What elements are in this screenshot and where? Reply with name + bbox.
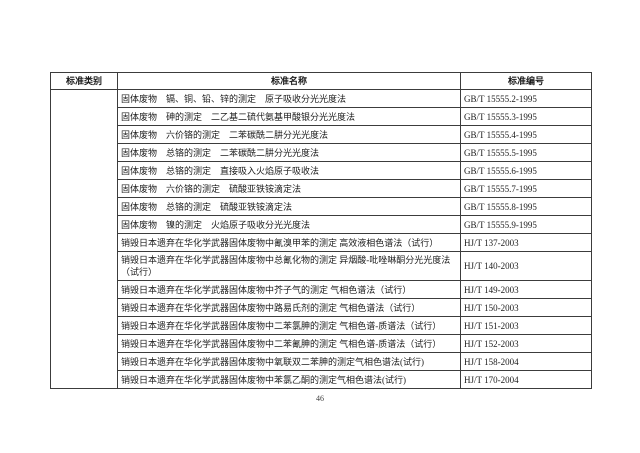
standard-code-cell: HJ/T 158-2004	[460, 352, 592, 371]
standard-name-cell: 销毁日本遗弃在华化学武器固体废物中二苯氰胂的测定 气相色谱-质谱法（试行）	[117, 334, 461, 353]
table-row: 固体废物 总铬的测定 二苯碳酰二肼分光光度法 GB/T 15555.5-1995	[51, 143, 592, 162]
standard-code-cell: HJ/T 152-2003	[460, 334, 592, 353]
standard-code-cell: GB/T 15555.3-1995	[460, 107, 592, 126]
standard-name-cell: 销毁日本遗弃在华化学武器固体废物中路易氏剂的测定 气相色谱法（试行）	[117, 298, 461, 317]
table-row: 固体废物 总铬的测定 硫酸亚铁铵滴定法 GB/T 15555.8-1995	[51, 197, 592, 216]
table-row: 固体废物 总铬的测定 直接吸入火焰原子吸收法 GB/T 15555.6-1995	[51, 161, 592, 180]
table-row: 固体废物 镉、铜、铅、锌的测定 原子吸收分光光度法 GB/T 15555.2-1…	[50, 89, 592, 389]
table-row: 销毁日本遗弃在华化学武器固体废物中氰溴甲苯的测定 高效液相色谱法（试行） HJ/…	[51, 233, 592, 252]
header-standard-name: 标准名称	[117, 72, 461, 90]
standard-name-cell: 固体废物 总铬的测定 直接吸入火焰原子吸收法	[117, 161, 461, 180]
standard-code-cell: GB/T 15555.6-1995	[460, 161, 592, 180]
table-row: 销毁日本遗弃在华化学武器固体废物中二苯氯胂的测定 气相色谱-质谱法（试行） HJ…	[51, 316, 592, 335]
standard-name-cell: 销毁日本遗弃在华化学武器固体废物中苯氯乙酮的测定气相色谱法(试行)	[117, 370, 461, 389]
standard-name-cell: 销毁日本遗弃在华化学武器固体废物中二苯氯胂的测定 气相色谱-质谱法（试行）	[117, 316, 461, 335]
standard-code-cell: GB/T 15555.8-1995	[460, 197, 592, 216]
standard-name-cell: 销毁日本遗弃在华化学武器固体废物中总氰化物的测定 异烟酸-吡唑啉酮分光光度法（试…	[117, 251, 461, 281]
standard-code-cell: HJ/T 150-2003	[460, 298, 592, 317]
table-row: 固体废物 镍的测定 火焰原子吸收分光光度法 GB/T 15555.9-1995	[51, 215, 592, 234]
standard-code-cell: HJ/T 151-2003	[460, 316, 592, 335]
table-row: 固体废物 砷的测定 二乙基二硫代氨基甲酸银分光光度法 GB/T 15555.3-…	[51, 107, 592, 126]
header-standard-code: 标准编号	[460, 72, 592, 90]
standard-name-cell: 固体废物 镉、铜、铅、锌的测定 原子吸收分光光度法	[117, 89, 461, 108]
standard-code-cell: HJ/T 149-2003	[460, 280, 592, 299]
table-row: 销毁日本遗弃在华化学武器固体废物中氧联双二苯胂的测定气相色谱法(试行) HJ/T…	[51, 352, 592, 371]
table-header-row: 标准类别 标准名称 标准编号	[50, 72, 592, 90]
category-cell	[50, 89, 118, 389]
standard-name-cell: 固体废物 六价铬的测定 硫酸亚铁铵滴定法	[117, 179, 461, 198]
table-row: 销毁日本遗弃在华化学武器固体废物中苯氯乙酮的测定气相色谱法(试行) HJ/T 1…	[51, 370, 592, 389]
standard-code-cell: GB/T 15555.7-1995	[460, 179, 592, 198]
standard-name-cell: 固体废物 砷的测定 二乙基二硫代氨基甲酸银分光光度法	[117, 107, 461, 126]
standard-name-cell: 固体废物 六价铬的测定 二苯碳酰二肼分光光度法	[117, 125, 461, 144]
table-row: 销毁日本遗弃在华化学武器固体废物中芥子气的测定 气相色谱法（试行） HJ/T 1…	[51, 280, 592, 299]
standard-code-cell: HJ/T 170-2004	[460, 370, 592, 389]
standard-code-cell: HJ/T 137-2003	[460, 233, 592, 252]
page-number: 46	[316, 394, 324, 403]
standard-code-cell: GB/T 15555.4-1995	[460, 125, 592, 144]
standard-name-cell: 固体废物 总铬的测定 硫酸亚铁铵滴定法	[117, 197, 461, 216]
table-row: 销毁日本遗弃在华化学武器固体废物中路易氏剂的测定 气相色谱法（试行） HJ/T …	[51, 298, 592, 317]
standard-code-cell: GB/T 15555.5-1995	[460, 143, 592, 162]
standard-name-cell: 销毁日本遗弃在华化学武器固体废物中芥子气的测定 气相色谱法（试行）	[117, 280, 461, 299]
table-row: 固体废物 六价铬的测定 二苯碳酰二肼分光光度法 GB/T 15555.4-199…	[51, 125, 592, 144]
standard-name-cell: 销毁日本遗弃在华化学武器固体废物中氧联双二苯胂的测定气相色谱法(试行)	[117, 352, 461, 371]
table-row: 固体废物 六价铬的测定 硫酸亚铁铵滴定法 GB/T 15555.7-1995	[51, 179, 592, 198]
standard-code-cell: GB/T 15555.2-1995	[460, 89, 592, 108]
table-row: 销毁日本遗弃在华化学武器固体废物中二苯氰胂的测定 气相色谱-质谱法（试行） HJ…	[51, 334, 592, 353]
header-standard-category: 标准类别	[50, 72, 118, 90]
standard-code-cell: HJ/T 140-2003	[460, 251, 592, 281]
standard-code-cell: GB/T 15555.9-1995	[460, 215, 592, 234]
standard-name-cell: 销毁日本遗弃在华化学武器固体废物中氰溴甲苯的测定 高效液相色谱法（试行）	[117, 233, 461, 252]
standards-table: 标准类别 标准名称 标准编号 固体废物 镉、铜、铅、锌的测定 原子吸收分光光度法…	[50, 72, 592, 389]
table-row: 销毁日本遗弃在华化学武器固体废物中总氰化物的测定 异烟酸-吡唑啉酮分光光度法（试…	[51, 251, 592, 281]
standard-name-cell: 固体废物 总铬的测定 二苯碳酰二肼分光光度法	[117, 143, 461, 162]
standard-name-cell: 固体废物 镍的测定 火焰原子吸收分光光度法	[117, 215, 461, 234]
